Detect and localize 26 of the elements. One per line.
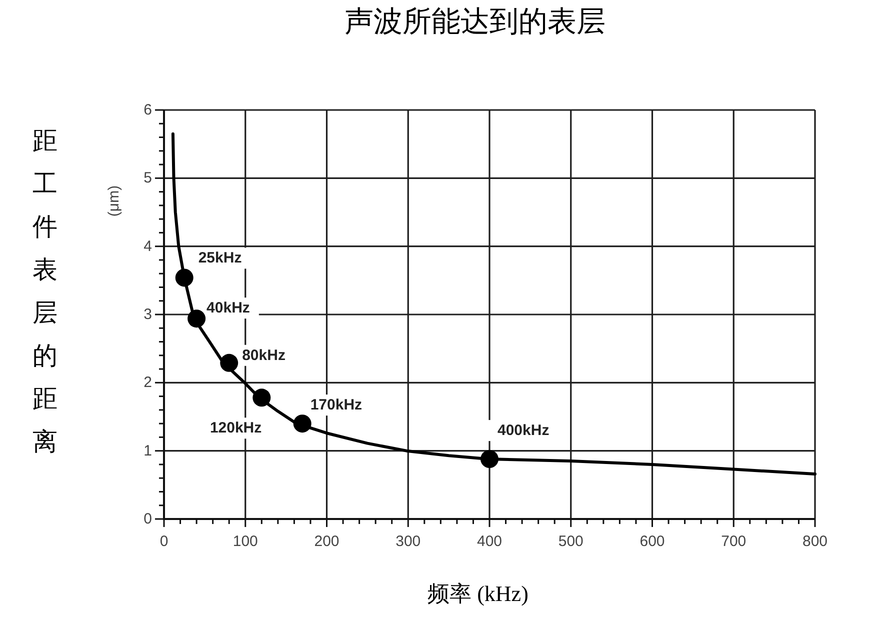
annotation: 80kHz — [242, 346, 286, 364]
x-tick-label: 600 — [640, 533, 665, 550]
x-tick-label: 0 — [160, 533, 168, 550]
y-tick-label: 0 — [144, 510, 152, 528]
x-tick-label: 200 — [314, 533, 340, 550]
x-axis-title: 频率 (kHz) — [428, 581, 528, 606]
y-tick-label: 3 — [144, 306, 152, 323]
y-tick-label: 6 — [144, 102, 152, 118]
y-tick-label: 1 — [144, 442, 152, 460]
x-tick-label: 100 — [232, 533, 258, 550]
chart-title: 声波所能达到的表层 — [344, 6, 606, 38]
x-tick-label: 400 — [476, 533, 502, 550]
annotation: 120kHz — [210, 420, 262, 437]
y-tick-label: 4 — [144, 238, 152, 255]
y-tick-label: 5 — [144, 170, 152, 187]
x-tick-label: 800 — [802, 533, 828, 550]
x-tick-label: 500 — [558, 533, 584, 550]
annotation: 170kHz — [310, 396, 362, 414]
x-tick-label: 300 — [396, 533, 421, 550]
y-axis-title: 距工件表层的距离 — [32, 128, 58, 456]
annotation: 25kHz — [198, 250, 242, 267]
annotation: 40kHz — [206, 300, 250, 317]
annotation: 400kHz — [498, 422, 550, 440]
text: (μm) — [106, 185, 122, 217]
x-tick-label: 700 — [721, 533, 746, 550]
y-tick-label: 2 — [144, 374, 152, 392]
